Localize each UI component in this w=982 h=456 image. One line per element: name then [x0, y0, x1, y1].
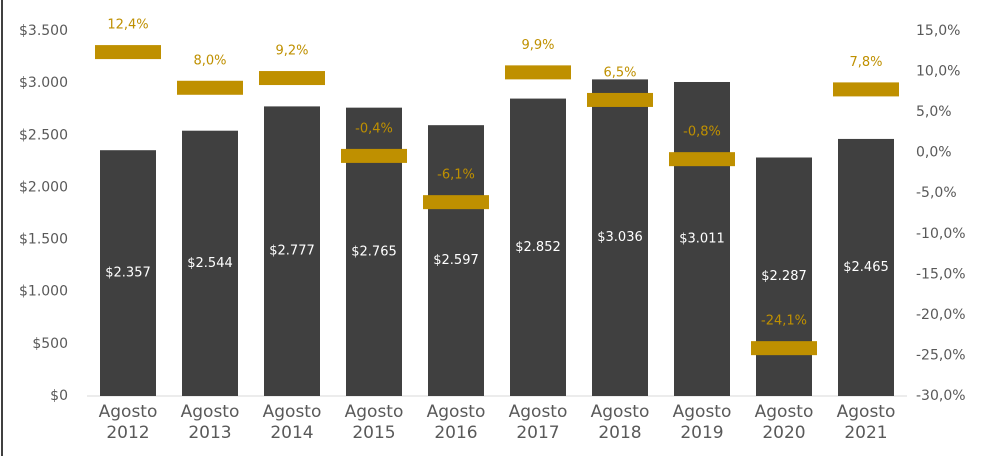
x-tick-label: Agosto 2013 [180, 402, 240, 443]
bar [674, 81, 730, 396]
marker [833, 82, 899, 97]
x-tick-label: Agosto 2012 [98, 402, 158, 443]
bar-label: $2.765 [351, 244, 397, 259]
y-tick-label: $2.000 [19, 179, 68, 195]
marker [259, 71, 325, 86]
bar-label: $2.287 [761, 269, 807, 284]
x-tick-label: Agosto 2020 [754, 402, 814, 443]
bar [264, 106, 320, 397]
y2-tick-label: 0,0% [916, 145, 952, 161]
marker [423, 195, 489, 210]
bar-label: $2.544 [187, 256, 233, 271]
bar-label: $2.852 [515, 240, 561, 255]
x-tick-label: Agosto 2019 [672, 402, 732, 443]
bar [428, 125, 484, 397]
y2-tick-label: -10,0% [916, 226, 966, 242]
marker-label: 9,2% [275, 44, 308, 59]
marker [341, 148, 407, 163]
bar [510, 98, 566, 396]
bar [756, 157, 812, 396]
bar-label: $2.357 [105, 266, 151, 281]
y-tick-label: $1.500 [19, 232, 68, 248]
bar-label: $2.777 [269, 244, 315, 259]
marker-label: 9,9% [521, 38, 554, 53]
y2-tick-label: -20,0% [916, 307, 966, 323]
y-tick-label: $1.000 [19, 284, 68, 300]
marker [669, 152, 735, 167]
x-tick-label: Agosto 2018 [590, 402, 650, 443]
bar-label: $3.011 [679, 231, 725, 246]
bar [182, 130, 238, 396]
marker-label: -6,1% [437, 168, 475, 183]
bar-label: $2.465 [843, 260, 889, 275]
y-tick-label: $0 [50, 388, 68, 404]
marker-label: 6,5% [603, 65, 636, 80]
y-tick-label: $2.500 [19, 127, 68, 143]
bar [838, 138, 894, 396]
y-tick-label: $3.500 [19, 23, 68, 39]
y2-tick-label: -15,0% [916, 266, 966, 282]
marker-label: 7,8% [849, 55, 882, 70]
marker [751, 341, 817, 356]
marker-label: -0,4% [355, 121, 393, 136]
marker-label: 12,4% [107, 18, 148, 33]
y-tick-label: $500 [32, 336, 68, 352]
x-tick-label: Agosto 2015 [344, 402, 404, 443]
marker [587, 92, 653, 107]
marker [95, 45, 161, 60]
y2-tick-label: -30,0% [916, 388, 966, 404]
y2-tick-label: -25,0% [916, 347, 966, 363]
marker-label: -24,1% [761, 314, 807, 329]
y2-tick-label: 5,0% [916, 104, 952, 120]
x-tick-label: Agosto 2016 [426, 402, 486, 443]
marker-label: -0,8% [683, 125, 721, 140]
x-tick-label: Agosto 2021 [836, 402, 896, 443]
marker-label: 8,0% [193, 53, 226, 68]
y-tick-label: $3.000 [19, 75, 68, 91]
bar-label: $3.036 [597, 230, 643, 245]
x-tick-label: Agosto 2014 [262, 402, 322, 443]
marker [505, 65, 571, 80]
bar [592, 79, 648, 396]
y2-tick-label: -5,0% [916, 185, 957, 201]
bar-label: $2.597 [433, 253, 479, 268]
y2-tick-label: 15,0% [916, 23, 960, 39]
marker [177, 80, 243, 95]
y2-tick-label: 10,0% [916, 64, 960, 80]
x-tick-label: Agosto 2017 [508, 402, 568, 443]
bar [100, 150, 156, 396]
